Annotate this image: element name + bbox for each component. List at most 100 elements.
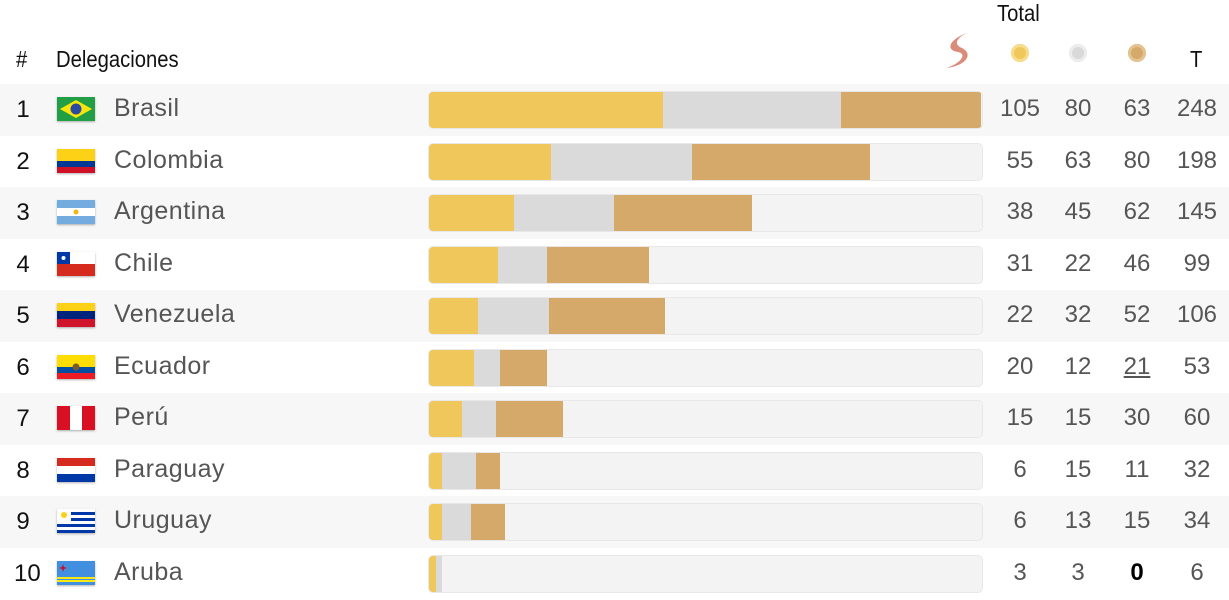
silver-count: 15 (1064, 455, 1092, 483)
gold-count: 31 (1006, 249, 1034, 277)
medal-row: 10 Aruba 3 3 0 6 (0, 548, 1229, 600)
flag (57, 406, 95, 430)
gold-icon (1011, 44, 1029, 62)
medal-bar-track (428, 297, 983, 335)
medal-row: 2 Colombia 55 63 80 198 (0, 136, 1229, 188)
bronze-bar (691, 143, 870, 180)
logo (946, 32, 970, 68)
rank-header: # (16, 46, 28, 72)
bronze-count: 11 (1124, 455, 1150, 483)
rank: 3 (16, 199, 30, 226)
gold-count: 105 (999, 95, 1041, 122)
bronze-count: 63 (1123, 95, 1151, 122)
bronze-count: 30 (1123, 404, 1151, 431)
bronze-bar (471, 504, 505, 540)
gold-count: 6 (1013, 455, 1027, 483)
silver-bar (498, 246, 547, 283)
flag (57, 148, 95, 173)
rank: 8 (16, 456, 30, 484)
total-count: 248 (1176, 95, 1218, 122)
gold-bar (429, 246, 498, 283)
gold-count: 22 (1006, 301, 1034, 328)
gold-bar (429, 92, 663, 128)
flag (57, 97, 95, 121)
medal-bar-track (428, 91, 983, 129)
rank: 10 (14, 559, 41, 587)
medal-row: 5 Venezuela 22 32 52 106 (0, 290, 1229, 342)
gold-bar (429, 195, 514, 231)
silver-count: 15 (1064, 404, 1092, 431)
rank: 4 (16, 250, 30, 278)
silver-bar (551, 143, 692, 180)
total-count: 99 (1183, 249, 1211, 277)
flag (57, 509, 95, 533)
bronze-bar (546, 246, 650, 283)
gold-bar (429, 401, 463, 437)
gold-bar (429, 504, 443, 540)
medal-row: 8 Paraguay 6 15 11 32 (0, 445, 1229, 497)
silver-bar (473, 349, 501, 386)
country-name: Colombia (114, 145, 224, 174)
flag (57, 200, 95, 224)
silver-count: 22 (1064, 249, 1092, 277)
total-count: 6 (1190, 558, 1204, 586)
silver-bar (513, 195, 614, 231)
medal-row: 6 Ecuador 20 12 21 53 (0, 342, 1229, 394)
bronze-bar (613, 195, 752, 231)
bronze-count: 0 (1130, 558, 1144, 586)
medal-row: 3 Argentina 38 45 62 145 (0, 187, 1229, 239)
medal-bar-track (428, 194, 983, 232)
gold-bar (429, 298, 478, 334)
silver-count: 32 (1064, 301, 1092, 328)
silver-count: 3 (1071, 558, 1085, 586)
gold-bar (429, 452, 443, 489)
silver-count: 45 (1064, 198, 1092, 225)
total-short-header: T (1190, 46, 1203, 72)
bronze-count: 15 (1123, 507, 1151, 534)
total-count: 60 (1183, 404, 1211, 431)
bronze-count: 21 (1123, 352, 1151, 380)
medal-row: 1 Brasil 105 80 63 248 (0, 84, 1229, 136)
bronze-count: 62 (1123, 198, 1151, 225)
silver-bar (477, 298, 550, 334)
rank: 7 (16, 405, 30, 432)
bronze-bar (500, 349, 547, 386)
bronze-bar (840, 92, 981, 128)
silver-bar (662, 92, 841, 128)
gold-bar (429, 349, 474, 386)
gold-count: 15 (1006, 404, 1034, 431)
gold-count: 38 (1006, 198, 1034, 225)
silver-count: 12 (1064, 352, 1092, 380)
silver-count: 63 (1064, 146, 1092, 174)
gold-bar (429, 143, 552, 180)
bronze-bar (549, 298, 665, 334)
medal-bar-track (428, 142, 983, 181)
medal-bar-track (428, 400, 983, 438)
bronze-bar (475, 452, 501, 489)
silver-icon (1069, 44, 1087, 62)
bronze-icon (1128, 44, 1146, 62)
bronze-count: 46 (1123, 249, 1151, 277)
total-count: 145 (1176, 198, 1218, 225)
country-name: Perú (114, 403, 169, 431)
country-name: Paraguay (114, 454, 226, 483)
gold-count: 3 (1013, 558, 1027, 586)
gold-count: 6 (1013, 507, 1027, 534)
total-count: 106 (1176, 301, 1218, 328)
country-name: Venezuela (114, 300, 236, 328)
flag (57, 303, 95, 327)
rank: 1 (16, 96, 30, 123)
country-name: Uruguay (114, 506, 212, 534)
medal-bar-track (428, 451, 983, 490)
flag (57, 560, 95, 585)
gold-count: 55 (1006, 146, 1034, 174)
country-name: Ecuador (114, 351, 211, 380)
silver-count: 13 (1064, 507, 1092, 534)
medal-row: 4 Chile 31 22 46 99 (0, 239, 1229, 291)
bronze-bar (495, 401, 563, 437)
medal-bar-track (428, 348, 983, 387)
medal-bar-track (428, 503, 983, 541)
rank: 2 (16, 147, 30, 175)
total-count: 198 (1176, 146, 1218, 174)
